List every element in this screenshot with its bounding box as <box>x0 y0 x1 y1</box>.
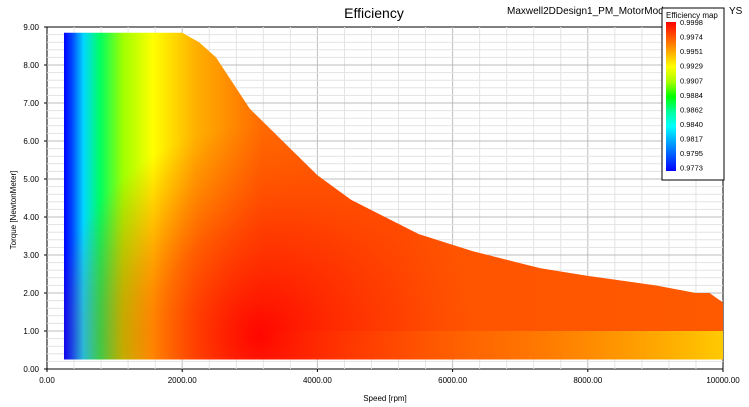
chart-subtitle-tail: YS <box>729 6 743 17</box>
legend-value: 0.9951 <box>680 47 703 56</box>
x-tick-label: 2000.00 <box>168 376 197 385</box>
legend-value: 0.9974 <box>680 33 703 42</box>
y-tick-label: 0.00 <box>23 365 39 374</box>
y-tick-label: 1.00 <box>23 327 39 336</box>
y-tick-label: 2.00 <box>23 289 39 298</box>
legend-value: 0.9795 <box>680 149 703 158</box>
x-tick-label: 0.00 <box>39 376 55 385</box>
y-tick-label: 3.00 <box>23 251 39 260</box>
legend: Efficiency map 0.99980.99740.99510.99290… <box>661 7 725 181</box>
low-torque-region <box>249 331 723 360</box>
x-tick-label: 4000.00 <box>303 376 332 385</box>
legend-labels: 0.9998 0.9974 0.9951 0.9929 0.9907 0.9884 0.98… <box>680 18 703 173</box>
legend-value: 0.9817 <box>680 135 703 144</box>
legend-value: 0.9840 <box>680 120 703 129</box>
legend-value: 0.9998 <box>680 18 703 27</box>
x-tick-label: 10000.00 <box>706 376 740 385</box>
y-tick-label: 7.00 <box>23 99 39 108</box>
legend-title: Efficiency map <box>666 11 718 20</box>
legend-value: 0.9929 <box>680 62 703 71</box>
y-axis-label: Torque [NewtonMeter] <box>9 171 18 250</box>
x-axis-label: Speed [rpm] <box>363 394 407 403</box>
legend-value: 0.9773 <box>680 164 703 173</box>
y-tick-label: 5.00 <box>23 175 39 184</box>
y-tick-label: 8.00 <box>23 61 39 70</box>
x-tick-label: 8000.00 <box>573 376 602 385</box>
x-tick-label: 6000.00 <box>438 376 467 385</box>
y-tick-label: 6.00 <box>23 137 39 146</box>
y-tick-label: 4.00 <box>23 213 39 222</box>
chart-title: Efficiency <box>344 5 404 21</box>
legend-value: 0.9862 <box>680 105 703 114</box>
legend-color-bar <box>666 22 676 171</box>
chart-subtitle: Maxwell2DDesign1_PM_MotorMode <box>507 6 670 17</box>
axis-ticks: 0.00 2000.00 4000.00 6000.00 8000.00 10000.00… <box>23 23 740 385</box>
y-tick-label: 9.00 <box>23 23 39 32</box>
legend-value: 0.9884 <box>680 91 703 100</box>
legend-value: 0.9907 <box>680 76 703 85</box>
